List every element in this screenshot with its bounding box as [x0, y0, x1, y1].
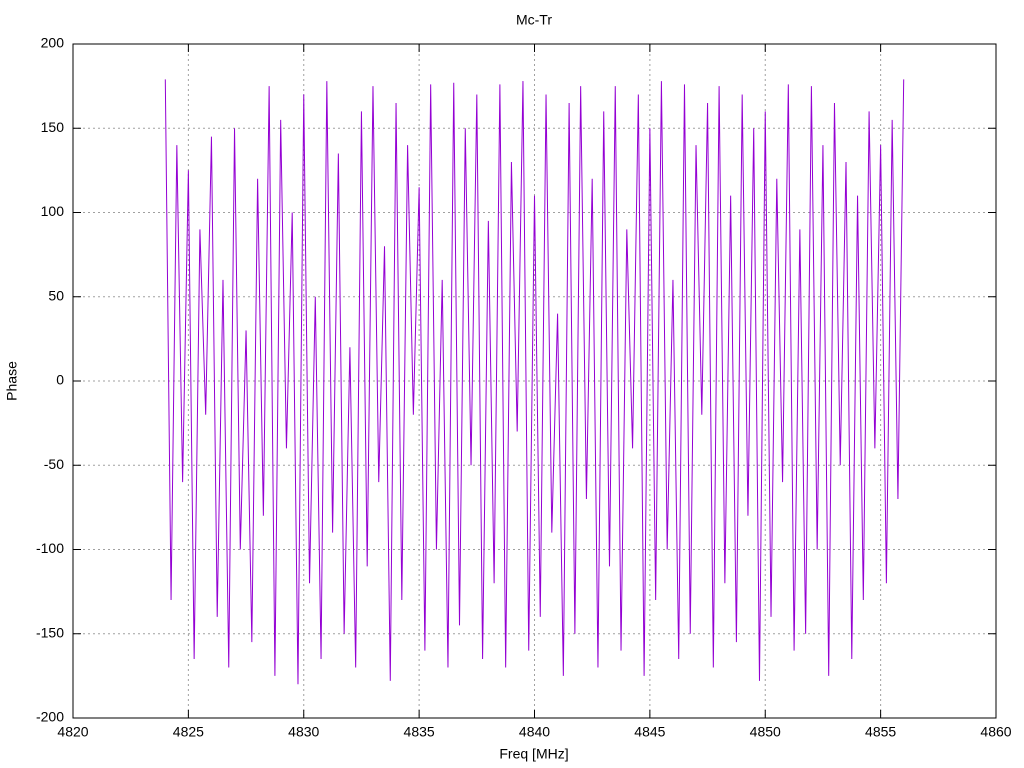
x-tick-label: 4835	[404, 724, 435, 740]
x-tick-label: 4855	[865, 724, 896, 740]
y-tick-label: -150	[36, 624, 64, 640]
y-tick-label: -100	[36, 540, 64, 556]
plot-frame	[72, 43, 997, 719]
chart-title: Mc-Tr	[516, 12, 552, 28]
y-tick-label: -200	[36, 709, 64, 725]
y-tick-label: 200	[41, 35, 65, 51]
data-line	[164, 79, 905, 685]
x-tick-label: 4845	[634, 724, 665, 740]
x-tick-label: 4840	[519, 724, 550, 740]
y-axis-label: Phase	[4, 361, 20, 401]
x-tick-label: 4860	[980, 724, 1011, 740]
x-tick-label: 4830	[288, 724, 319, 740]
y-tick-label: 50	[48, 287, 64, 303]
x-tick-label: 4850	[750, 724, 781, 740]
y-tick-label: 150	[41, 119, 65, 135]
x-tick-label: 4825	[173, 724, 204, 740]
x-tick-label: 4820	[57, 724, 88, 740]
y-tick-label: -50	[44, 456, 64, 472]
x-axis-label: Freq [MHz]	[499, 746, 568, 762]
y-tick-label: 0	[56, 372, 64, 388]
y-tick-label: 100	[41, 203, 65, 219]
